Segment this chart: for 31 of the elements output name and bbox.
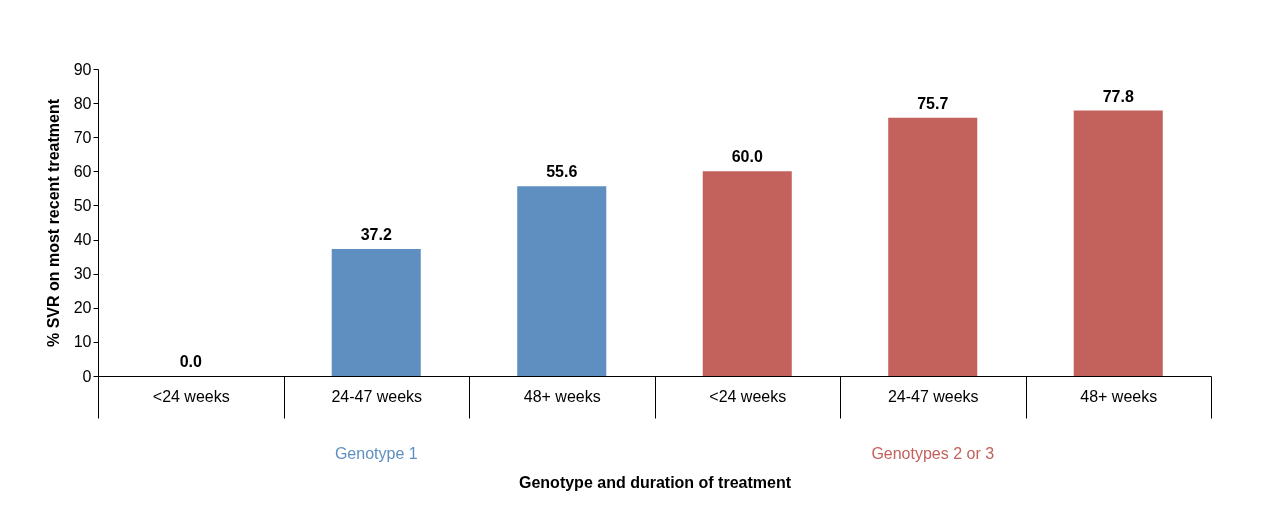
y-tick-label: 30 (73, 265, 92, 283)
bar (331, 249, 421, 376)
bar (1073, 110, 1163, 376)
y-tick-label: 40 (73, 231, 92, 249)
bar (517, 186, 607, 376)
bar (888, 117, 978, 376)
x-tick-label: 48+ weeks (523, 387, 601, 405)
y-tick-label: 20 (73, 299, 92, 317)
text: Genotype 1 (334, 445, 418, 462)
y-tick-label: 60 (73, 162, 92, 180)
text: Genotypes 2 or 3 (871, 445, 995, 462)
y-tick-label: 10 (73, 333, 92, 351)
data-label: 37.2 (360, 226, 392, 244)
data-label: 77.8 (1102, 87, 1134, 105)
x-tick-label: 48+ weeks (1080, 387, 1158, 405)
y-axis-title: % SVR on most recent treatment (44, 98, 62, 348)
data-label: 75.7 (917, 94, 949, 112)
y-tick-label: 70 (73, 128, 92, 146)
x-axis-title: Genotype and duration of treatment (518, 474, 792, 491)
y-tick-label: 0 (82, 367, 92, 385)
y-tick-label: 90 (73, 60, 92, 78)
x-tick-label: <24 weeks (152, 387, 230, 405)
y-tick-label: 80 (73, 94, 92, 112)
y-tick-label: 50 (73, 196, 92, 214)
data-label: 60.0 (731, 148, 763, 166)
x-tick-label: 24-47 weeks (331, 387, 423, 405)
data-label: 0.0 (179, 353, 202, 370)
x-tick-label: 24-47 weeks (887, 387, 979, 405)
x-tick-label: <24 weeks (709, 387, 787, 405)
bar (702, 171, 792, 376)
data-label: 55.6 (546, 163, 578, 181)
